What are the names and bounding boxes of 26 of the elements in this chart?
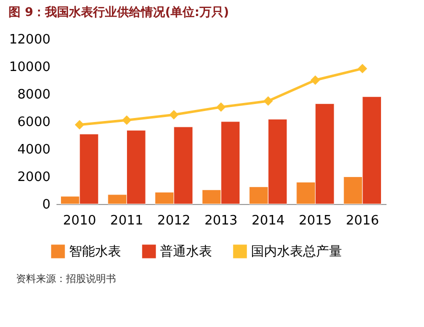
y-tick-label: 0 bbox=[42, 198, 50, 212]
point bbox=[310, 75, 320, 85]
point bbox=[358, 64, 368, 74]
x-tick-label: 2014 bbox=[252, 214, 285, 228]
x-tick-label: 2010 bbox=[63, 214, 96, 228]
x-tick-label: 2012 bbox=[157, 214, 190, 228]
y-tick-label: 2000 bbox=[17, 170, 50, 185]
y-tick-label: 4000 bbox=[17, 142, 50, 158]
x-tick-label: 2016 bbox=[346, 214, 379, 228]
x-tick-label: 2015 bbox=[298, 214, 332, 228]
legend-label: 国内水表总产量 bbox=[251, 244, 342, 260]
text: 资料来源：招股说明书 bbox=[16, 273, 116, 285]
y-tick-label: 10000 bbox=[9, 60, 50, 75]
point bbox=[169, 110, 179, 120]
x-tick-label: 2013 bbox=[204, 214, 238, 228]
y-tick-label: 8000 bbox=[17, 88, 50, 102]
legend-label: 普通水表 bbox=[160, 243, 212, 260]
x-tick-label: 2011 bbox=[110, 214, 144, 228]
legend-label: 智能水表 bbox=[69, 244, 121, 260]
y-tick-label: 12000 bbox=[9, 32, 50, 48]
chart-title: 图 9：我国水表行业供给情况(单位:万只) bbox=[8, 5, 229, 19]
point bbox=[263, 96, 273, 106]
point bbox=[216, 102, 226, 112]
y-tick-label: 6000 bbox=[17, 115, 50, 130]
point bbox=[122, 115, 132, 125]
point bbox=[74, 120, 84, 130]
